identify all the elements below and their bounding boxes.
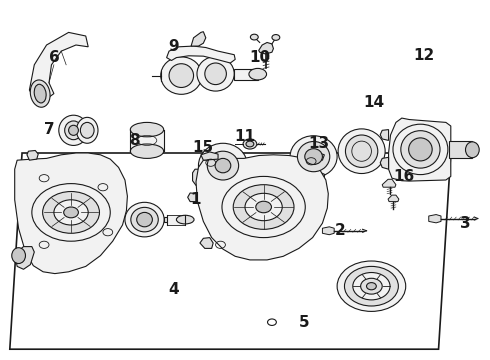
Circle shape xyxy=(337,261,406,311)
Bar xyxy=(449,141,472,158)
Ellipse shape xyxy=(401,131,440,168)
Text: 3: 3 xyxy=(460,216,471,231)
Circle shape xyxy=(233,185,294,229)
Circle shape xyxy=(250,34,258,40)
Circle shape xyxy=(353,273,390,300)
Polygon shape xyxy=(167,46,235,63)
Text: 6: 6 xyxy=(49,50,59,65)
Ellipse shape xyxy=(65,121,82,140)
Ellipse shape xyxy=(130,144,164,158)
Text: 11: 11 xyxy=(235,129,255,144)
Ellipse shape xyxy=(345,135,378,167)
Circle shape xyxy=(54,200,88,225)
Text: 14: 14 xyxy=(363,95,384,110)
Bar xyxy=(130,130,164,151)
Circle shape xyxy=(32,184,110,241)
Circle shape xyxy=(246,141,254,147)
Text: 2: 2 xyxy=(335,223,346,238)
Ellipse shape xyxy=(137,212,152,227)
Ellipse shape xyxy=(130,122,164,137)
Polygon shape xyxy=(203,184,245,193)
Polygon shape xyxy=(196,155,328,260)
Ellipse shape xyxy=(215,158,231,173)
Ellipse shape xyxy=(69,125,78,135)
Bar xyxy=(74,123,87,138)
Circle shape xyxy=(361,278,382,294)
Ellipse shape xyxy=(59,115,88,145)
Polygon shape xyxy=(191,32,206,46)
Polygon shape xyxy=(303,173,324,180)
Text: 4: 4 xyxy=(169,282,179,297)
Ellipse shape xyxy=(466,142,479,158)
Ellipse shape xyxy=(176,215,194,224)
Polygon shape xyxy=(382,179,396,187)
Bar xyxy=(164,217,188,222)
Ellipse shape xyxy=(297,141,330,172)
Polygon shape xyxy=(429,215,441,223)
Ellipse shape xyxy=(197,57,234,91)
Circle shape xyxy=(344,266,398,306)
Ellipse shape xyxy=(76,117,98,143)
Text: 10: 10 xyxy=(249,50,270,65)
Circle shape xyxy=(245,193,282,221)
Ellipse shape xyxy=(393,124,448,175)
Ellipse shape xyxy=(161,57,202,94)
Bar xyxy=(234,69,258,80)
Polygon shape xyxy=(380,157,389,169)
Polygon shape xyxy=(201,152,218,160)
Polygon shape xyxy=(388,195,399,202)
Circle shape xyxy=(272,35,280,40)
Ellipse shape xyxy=(338,129,385,174)
Polygon shape xyxy=(15,153,127,274)
Ellipse shape xyxy=(169,64,194,87)
Polygon shape xyxy=(259,42,273,54)
Ellipse shape xyxy=(34,84,46,103)
Ellipse shape xyxy=(249,68,267,80)
Text: 8: 8 xyxy=(129,133,140,148)
Ellipse shape xyxy=(80,122,94,138)
Ellipse shape xyxy=(131,207,158,232)
Polygon shape xyxy=(244,169,251,185)
Text: 16: 16 xyxy=(393,169,415,184)
Text: 13: 13 xyxy=(308,136,329,152)
Ellipse shape xyxy=(198,143,247,188)
Ellipse shape xyxy=(30,80,50,107)
Polygon shape xyxy=(27,150,38,160)
Text: 9: 9 xyxy=(169,39,179,54)
Polygon shape xyxy=(29,32,88,99)
Bar xyxy=(161,70,181,81)
Ellipse shape xyxy=(290,136,337,177)
Ellipse shape xyxy=(183,217,193,222)
Text: 12: 12 xyxy=(413,48,435,63)
Circle shape xyxy=(222,176,305,238)
Text: 5: 5 xyxy=(298,315,309,330)
Text: 1: 1 xyxy=(191,192,201,207)
Polygon shape xyxy=(306,152,324,160)
Ellipse shape xyxy=(205,63,226,85)
Polygon shape xyxy=(200,238,213,248)
Ellipse shape xyxy=(12,248,25,264)
Text: 7: 7 xyxy=(44,122,54,137)
Circle shape xyxy=(243,139,257,149)
Circle shape xyxy=(367,283,376,290)
Polygon shape xyxy=(389,118,451,181)
Ellipse shape xyxy=(125,202,164,237)
Circle shape xyxy=(43,192,99,233)
Ellipse shape xyxy=(207,151,239,180)
Ellipse shape xyxy=(305,149,322,165)
Ellipse shape xyxy=(409,138,432,161)
Polygon shape xyxy=(15,247,34,269)
Polygon shape xyxy=(380,130,389,140)
Circle shape xyxy=(256,201,271,213)
Polygon shape xyxy=(188,193,197,202)
Polygon shape xyxy=(193,169,200,185)
Text: 15: 15 xyxy=(193,140,214,155)
Polygon shape xyxy=(322,227,334,235)
Circle shape xyxy=(64,207,78,218)
Bar xyxy=(167,215,185,225)
